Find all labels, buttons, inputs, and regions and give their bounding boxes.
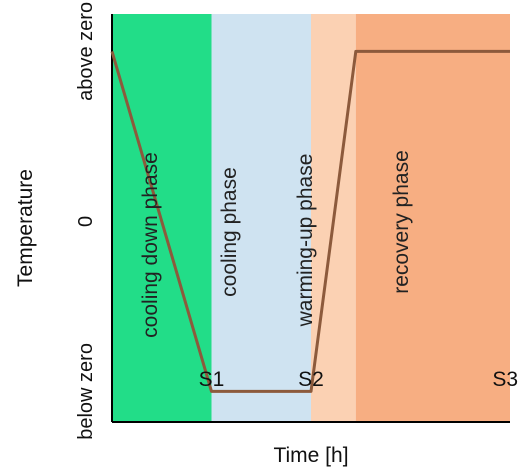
phase-label: cooling phase: [218, 167, 241, 297]
phase-band-layer: [112, 14, 510, 422]
tick-label-layer: above zero 0 below zero S1 S2 S3: [75, 2, 518, 440]
x-marker-label: S1: [199, 368, 225, 391]
x-marker-label: S3: [492, 368, 518, 391]
y-axis-label: Temperature: [14, 169, 37, 287]
phase-band: [211, 14, 311, 422]
x-marker-label: S2: [298, 368, 324, 391]
y-tick-label: 0: [75, 216, 97, 227]
phase-label: cooling down phase: [139, 152, 162, 338]
phase-label: recovery phase: [390, 150, 413, 294]
phase-label: warming-up phase: [294, 154, 317, 328]
x-axis-label: Time [h]: [273, 444, 348, 467]
phase-band: [355, 14, 510, 422]
axes: [111, 14, 510, 423]
y-tick-label: above zero: [75, 2, 97, 101]
series-layer: [110, 49, 510, 393]
phase-label-layer: cooling down phase cooling phase warming-u…: [139, 150, 413, 338]
y-tick-label: below zero: [75, 343, 97, 440]
temperature-line: [110, 49, 510, 393]
